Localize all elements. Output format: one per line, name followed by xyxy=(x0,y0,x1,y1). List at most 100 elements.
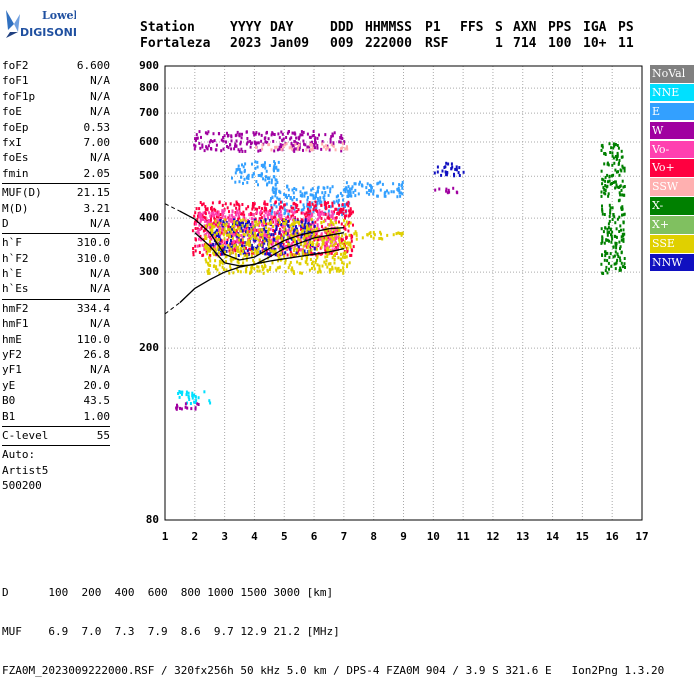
data-point xyxy=(297,237,300,241)
data-point xyxy=(450,162,453,166)
data-point xyxy=(293,238,296,242)
param-name: M(D) xyxy=(2,201,29,215)
x-tick-label: 4 xyxy=(251,530,258,543)
data-point xyxy=(455,165,458,169)
data-point xyxy=(606,238,609,242)
data-point xyxy=(614,235,617,238)
data-point xyxy=(197,229,200,232)
data-point xyxy=(346,145,348,149)
data-point xyxy=(194,249,197,253)
data-point xyxy=(248,213,251,217)
legend-item: Vo- xyxy=(650,140,694,159)
data-point xyxy=(620,235,623,239)
data-point xyxy=(340,222,343,226)
data-point xyxy=(254,239,257,243)
data-point xyxy=(252,258,255,262)
data-point xyxy=(274,253,277,257)
data-point xyxy=(458,166,461,170)
data-point xyxy=(223,218,226,222)
data-point xyxy=(269,266,272,269)
data-point xyxy=(314,204,317,208)
data-point xyxy=(614,186,617,190)
data-point xyxy=(277,168,280,172)
data-point xyxy=(245,267,248,271)
data-point xyxy=(241,244,243,248)
data-point xyxy=(609,209,612,212)
data-point xyxy=(305,256,308,260)
data-point xyxy=(347,200,350,204)
data-point xyxy=(327,212,330,216)
param-row: fmin 2.05 xyxy=(2,166,110,181)
data-point xyxy=(370,185,373,189)
data-point xyxy=(327,209,330,213)
data-point xyxy=(250,141,253,145)
data-point xyxy=(212,225,215,229)
data-point xyxy=(322,242,325,246)
data-point xyxy=(331,201,334,205)
data-point xyxy=(231,251,234,255)
data-point xyxy=(197,237,200,241)
data-point xyxy=(265,247,268,251)
param-value: N/A xyxy=(90,267,110,281)
data-point xyxy=(246,181,249,185)
data-point xyxy=(345,214,348,218)
data-point xyxy=(193,393,195,397)
data-point xyxy=(622,239,625,243)
data-point xyxy=(325,147,328,151)
data-point xyxy=(250,231,253,235)
data-point xyxy=(323,145,325,149)
data-point xyxy=(264,166,267,170)
data-point xyxy=(331,211,334,215)
param-value: 6.600 xyxy=(76,59,110,72)
data-point xyxy=(309,205,312,209)
data-point xyxy=(401,232,404,236)
data-point xyxy=(285,142,288,146)
data-point xyxy=(230,247,233,251)
data-point xyxy=(337,235,340,239)
data-point xyxy=(303,230,306,234)
data-point xyxy=(241,150,244,153)
data-point xyxy=(291,198,294,202)
data-point xyxy=(326,255,329,258)
data-point xyxy=(280,145,282,149)
data-point xyxy=(314,136,317,140)
data-point xyxy=(289,145,292,149)
data-point xyxy=(325,202,328,206)
data-point xyxy=(381,237,384,241)
data-point xyxy=(281,206,284,210)
data-point xyxy=(226,238,229,242)
data-point xyxy=(218,242,221,246)
polarization-legend: NoVal NNE E W Vo- Vo+ SSW X- X+ SSE NNW xyxy=(650,65,694,273)
param-name: fxI xyxy=(2,135,22,149)
data-point xyxy=(605,265,608,269)
data-point xyxy=(257,247,260,251)
data-point xyxy=(177,392,180,395)
data-point xyxy=(222,210,225,214)
data-point xyxy=(614,221,617,225)
data-point xyxy=(274,223,277,227)
data-point xyxy=(335,251,338,255)
data-point xyxy=(309,143,311,147)
data-point xyxy=(317,217,320,221)
data-point xyxy=(265,252,268,256)
data-point xyxy=(368,232,371,236)
data-point xyxy=(232,271,235,275)
data-point xyxy=(314,230,317,234)
data-point xyxy=(295,188,298,192)
data-point xyxy=(228,249,231,253)
profile-curve xyxy=(194,232,345,267)
data-point xyxy=(257,233,259,237)
param-name: foEs xyxy=(2,151,29,165)
data-point xyxy=(316,270,319,274)
data-point xyxy=(304,220,307,224)
data-point xyxy=(193,222,196,226)
data-point xyxy=(298,232,301,236)
data-point xyxy=(447,188,450,192)
y-tick-label: 800 xyxy=(139,81,159,95)
data-point xyxy=(218,236,221,239)
data-point xyxy=(368,192,371,196)
data-point xyxy=(268,143,271,147)
data-point xyxy=(298,143,300,147)
param-separator xyxy=(2,445,110,447)
data-point xyxy=(271,261,274,265)
